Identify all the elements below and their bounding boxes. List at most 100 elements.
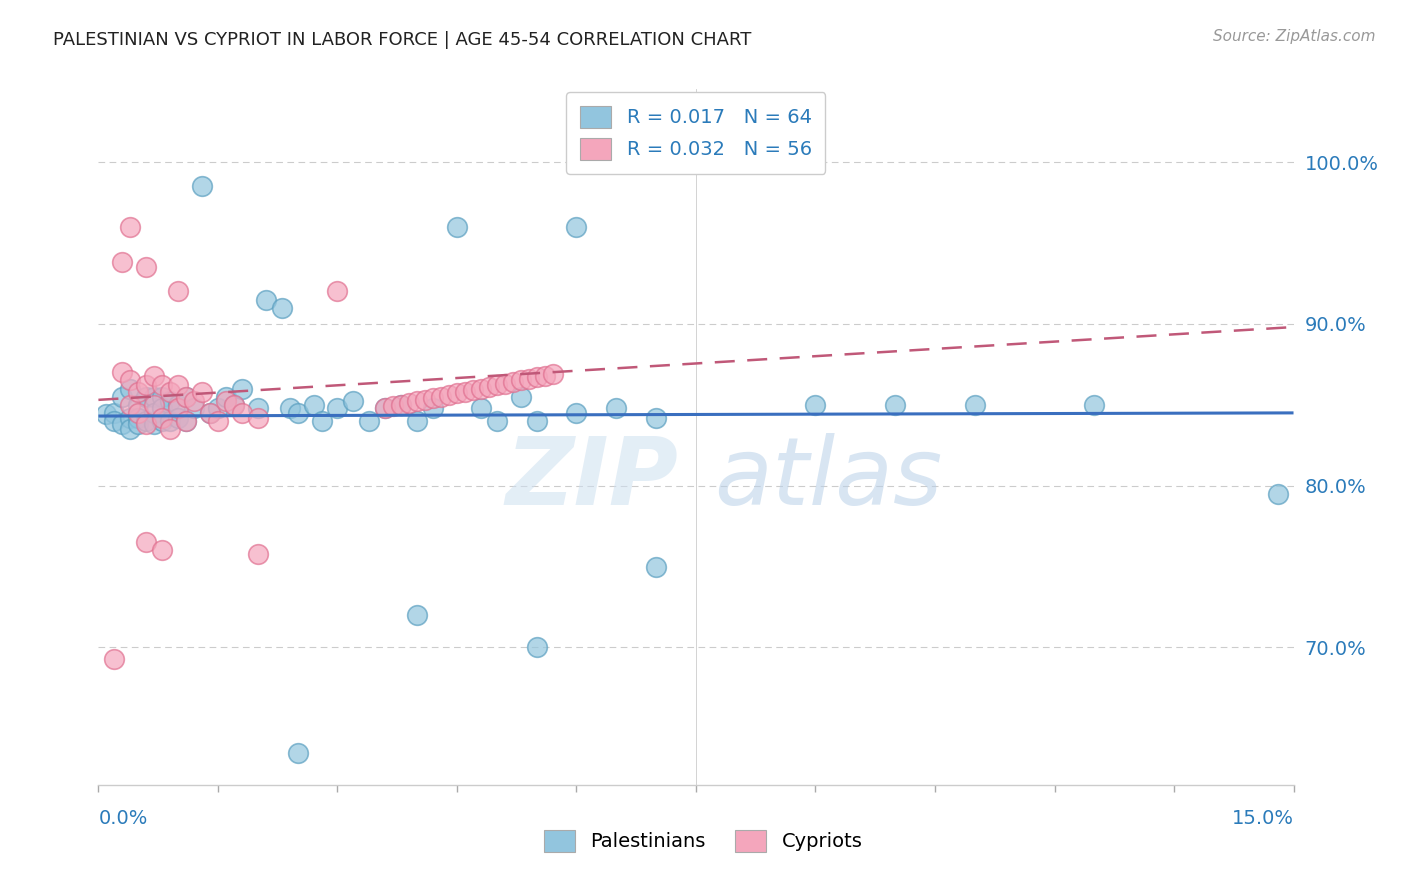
Point — [135, 417, 157, 431]
Point — [127, 398, 149, 412]
Point — [135, 378, 157, 392]
Point — [359, 414, 381, 428]
Point — [183, 401, 205, 415]
Point — [174, 390, 197, 404]
Point — [422, 391, 444, 405]
Point — [509, 390, 531, 404]
Text: 15.0%: 15.0% — [1232, 809, 1294, 829]
Point — [231, 406, 253, 420]
Point — [526, 640, 548, 655]
Point — [120, 374, 142, 388]
Point — [645, 559, 668, 574]
Point — [389, 398, 412, 412]
Point — [382, 400, 405, 414]
Point — [159, 384, 181, 399]
Text: atlas: atlas — [714, 434, 942, 524]
Point — [222, 398, 245, 412]
Point — [207, 401, 229, 415]
Point — [246, 547, 269, 561]
Point — [287, 746, 309, 760]
Point — [135, 390, 157, 404]
Point — [150, 390, 173, 404]
Point — [135, 535, 157, 549]
Point — [502, 375, 524, 389]
Point — [143, 406, 166, 420]
Point — [406, 414, 429, 428]
Point — [430, 390, 453, 404]
Point — [159, 414, 181, 428]
Point — [143, 368, 166, 383]
Point — [470, 401, 492, 415]
Point — [311, 414, 333, 428]
Point — [191, 179, 214, 194]
Point — [127, 384, 149, 399]
Point — [389, 398, 412, 412]
Point — [645, 410, 668, 425]
Point — [326, 401, 349, 415]
Point — [111, 255, 134, 269]
Point — [167, 378, 190, 392]
Point — [159, 394, 181, 409]
Point — [461, 383, 484, 397]
Point — [191, 384, 214, 399]
Point — [246, 401, 269, 415]
Point — [963, 398, 986, 412]
Point — [120, 398, 142, 412]
Point — [111, 417, 134, 431]
Point — [143, 398, 166, 412]
Point — [470, 382, 492, 396]
Point — [1267, 486, 1289, 500]
Point — [565, 219, 588, 234]
Point — [342, 394, 364, 409]
Point — [111, 390, 134, 404]
Point — [111, 365, 134, 379]
Point — [254, 293, 277, 307]
Point — [143, 390, 166, 404]
Point — [422, 401, 444, 415]
Point — [374, 401, 396, 415]
Point — [167, 398, 190, 412]
Point — [159, 422, 181, 436]
Point — [1083, 398, 1105, 412]
Point — [174, 414, 197, 428]
Point — [541, 367, 564, 381]
Point — [222, 398, 245, 412]
Point — [406, 394, 429, 409]
Point — [135, 260, 157, 275]
Legend: R = 0.017   N = 64, R = 0.032   N = 56: R = 0.017 N = 64, R = 0.032 N = 56 — [567, 92, 825, 174]
Point — [446, 386, 468, 401]
Point — [167, 401, 190, 415]
Point — [406, 608, 429, 623]
Point — [517, 372, 540, 386]
Point — [485, 378, 508, 392]
Point — [198, 406, 221, 420]
Point — [326, 285, 349, 299]
Point — [120, 382, 142, 396]
Point — [485, 414, 508, 428]
Point — [183, 394, 205, 409]
Point — [215, 390, 238, 404]
Point — [120, 422, 142, 436]
Point — [478, 380, 501, 394]
Point — [278, 401, 301, 415]
Point — [437, 388, 460, 402]
Point — [143, 417, 166, 431]
Point — [135, 414, 157, 428]
Point — [605, 401, 627, 415]
Point — [127, 417, 149, 431]
Point — [150, 543, 173, 558]
Point — [198, 406, 221, 420]
Point — [150, 410, 173, 425]
Point — [150, 378, 173, 392]
Point — [526, 414, 548, 428]
Point — [287, 406, 309, 420]
Point — [398, 396, 420, 410]
Legend: Palestinians, Cypriots: Palestinians, Cypriots — [536, 822, 870, 860]
Point — [270, 301, 292, 315]
Point — [246, 410, 269, 425]
Point — [120, 219, 142, 234]
Point — [174, 414, 197, 428]
Point — [167, 285, 190, 299]
Point — [804, 398, 827, 412]
Point — [103, 414, 125, 428]
